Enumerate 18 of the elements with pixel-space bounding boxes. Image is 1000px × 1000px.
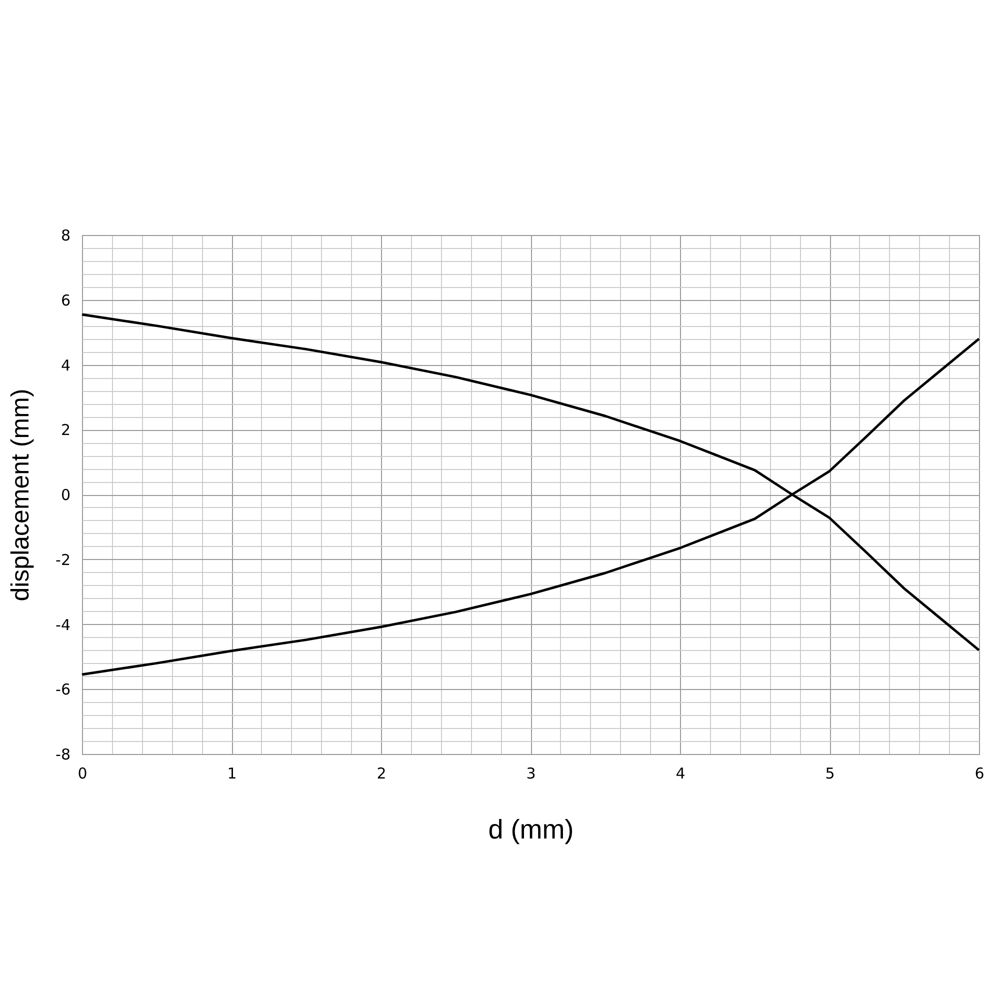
- x-tick-label: 4: [676, 764, 686, 782]
- y-tick-label: 2: [60, 421, 70, 440]
- x-axis-title: d (mm): [488, 814, 574, 844]
- x-tick-label: 1: [227, 764, 237, 782]
- y-tick-label: 4: [60, 356, 70, 374]
- y-tick-label: 0: [60, 486, 70, 504]
- x-tick-label: 3: [526, 764, 536, 782]
- y-axis-title: displacement (mm): [6, 388, 35, 602]
- y-tick-label: -6: [56, 680, 70, 699]
- y-tick-label: -2: [56, 550, 70, 569]
- y-tick-label: 6: [60, 291, 70, 310]
- x-tick-label: 0: [78, 764, 88, 782]
- y-tick-label: 8: [60, 226, 70, 244]
- x-tick-label: 2: [376, 764, 386, 782]
- x-tick-label: 6: [974, 764, 984, 782]
- x-tick-label: 5: [825, 764, 835, 782]
- y-tick-label: -8: [56, 746, 70, 764]
- y-tick-label: -4: [56, 616, 70, 634]
